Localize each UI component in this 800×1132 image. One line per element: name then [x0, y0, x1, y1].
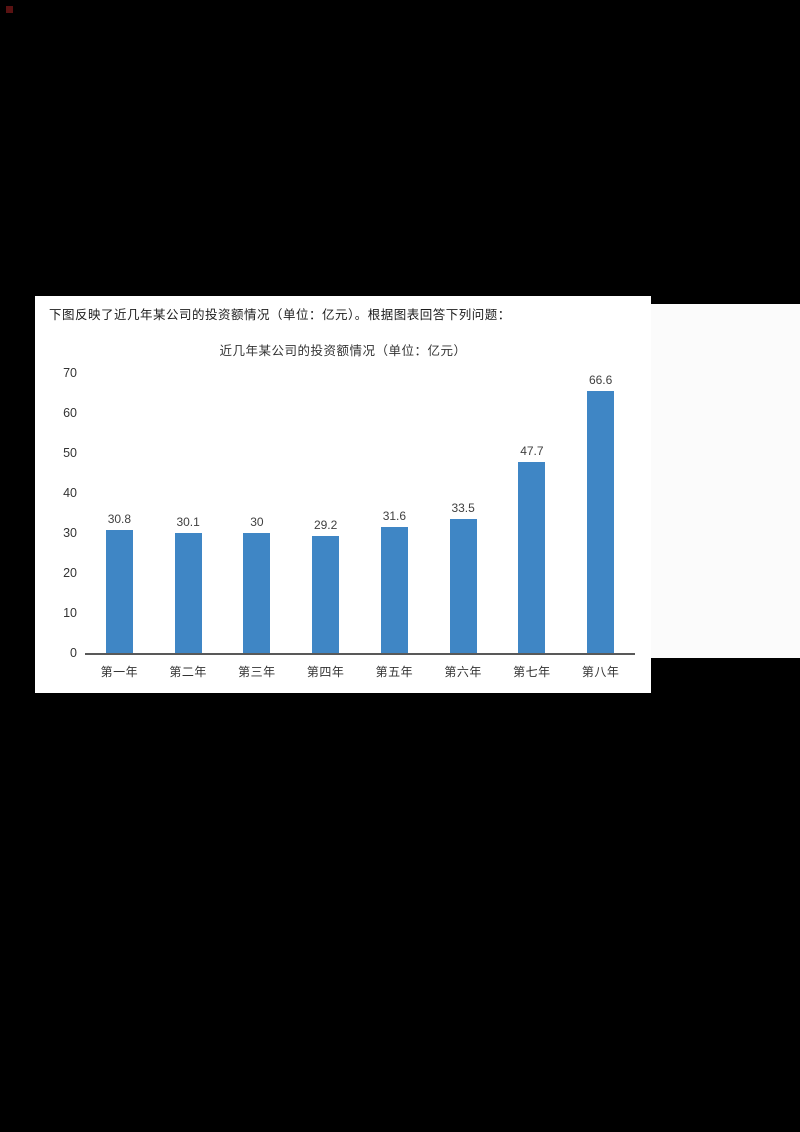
right-white-strip: [650, 304, 800, 658]
bar-group: 66.6: [566, 373, 635, 653]
bar-value-label: 30.1: [176, 514, 200, 529]
bar-group: 30: [223, 373, 292, 653]
bar: [312, 536, 340, 653]
question-panel: 下图反映了近几年某公司的投资额情况（单位：亿元）。根据图表回答下列问题： 近几年…: [35, 296, 651, 693]
y-tick-label: 50: [63, 446, 77, 460]
y-tick-label: 70: [63, 366, 77, 380]
bar-value-label: 66.6: [588, 373, 613, 387]
bar: [105, 529, 133, 653]
bar-group: 30.1: [154, 373, 223, 653]
bar-group: 47.7: [498, 373, 567, 653]
bar-value-label: 33.5: [451, 501, 475, 515]
plot-area: 0 10 20 30 40 50 60 70 30.8 30.1 30 29.2 31.6 33.5 47…: [63, 366, 635, 660]
bar: [380, 526, 408, 653]
bar-chart: 近几年某公司的投资额情况（单位：亿元） 0 10 20 30 40 50 60 70 30.8…: [35, 340, 651, 680]
bar-group: 33.5: [429, 373, 498, 653]
x-tick-label: 第七年: [513, 665, 551, 679]
bar-group: 30.8: [85, 373, 154, 653]
corner-artifact-dot: [6, 6, 13, 13]
x-tick-label: 第二年: [169, 665, 207, 679]
x-tick-label: 第三年: [238, 665, 276, 679]
bars-container: 30.8 30.1 30 29.2 31.6 33.5 47.7 66.6: [85, 373, 635, 653]
y-axis: 0 10 20 30 40 50 60 70: [39, 366, 77, 660]
bar: [587, 391, 615, 653]
bar-value-label: 47.7: [520, 444, 544, 459]
bar-group: 31.6: [360, 373, 429, 653]
bar: [449, 519, 477, 653]
bar: [518, 462, 546, 653]
question-text: 下图反映了近几年某公司的投资额情况（单位：亿元）。根据图表回答下列问题：: [49, 308, 511, 322]
bar-group: 29.2: [291, 373, 360, 653]
x-tick-label: 第一年: [100, 665, 139, 679]
y-tick-label: 0: [70, 646, 77, 660]
bar: [243, 533, 271, 653]
x-tick-label: 第五年: [375, 665, 414, 679]
x-tick-label: 第四年: [306, 665, 345, 679]
bar: [174, 532, 202, 653]
bar-value-label: 30: [250, 515, 264, 529]
x-tick-label: 第六年: [444, 665, 482, 679]
bar-value-label: 30.8: [107, 511, 132, 526]
y-tick-label: 20: [63, 566, 77, 580]
x-axis: 第一年 第二年 第三年 第四年 第五年 第六年 第七年 第八年: [85, 663, 635, 680]
x-tick-label: 第八年: [581, 665, 620, 679]
y-tick-label: 40: [63, 486, 77, 500]
y-tick-label: 10: [63, 606, 77, 620]
bar-value-label: 29.2: [313, 518, 338, 533]
bar-value-label: 31.6: [382, 508, 407, 523]
y-tick-label: 30: [63, 526, 77, 540]
chart-title: 近几年某公司的投资额情况（单位：亿元）: [219, 344, 467, 358]
y-tick-label: 60: [63, 406, 77, 420]
